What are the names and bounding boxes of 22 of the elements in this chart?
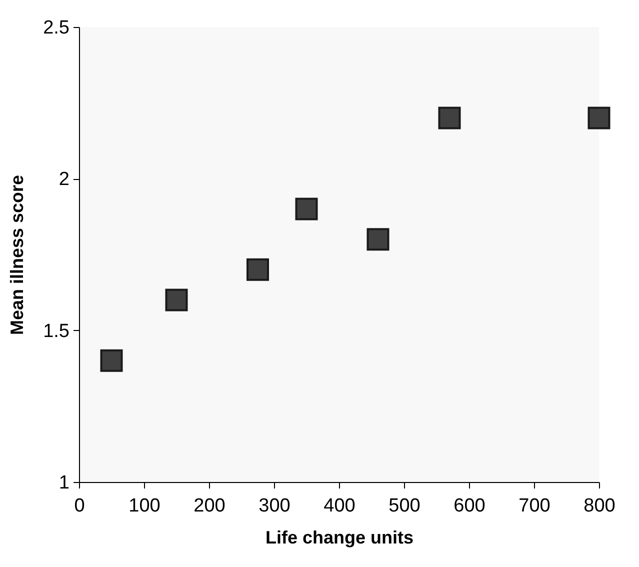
- point: [246, 258, 269, 281]
- x-tick-label: 500: [388, 496, 420, 516]
- point: [588, 106, 610, 130]
- y-tick-label: 1.5: [43, 320, 70, 342]
- x-tick-label: 400: [324, 496, 356, 516]
- x-tick-label: 100: [128, 496, 160, 516]
- x-tick-label: 300: [258, 496, 290, 516]
- x-tick-label: 200: [194, 496, 226, 516]
- x-tick-label: 0: [74, 496, 85, 516]
- point: [366, 228, 390, 251]
- y-axis-title: Mean illness score: [7, 174, 28, 336]
- x-tick-label: 800: [584, 496, 616, 516]
- x-tick-label: 600: [454, 496, 486, 516]
- point: [295, 198, 318, 220]
- x-tick-label: 700: [518, 496, 550, 516]
- x-axis-title: Life change units: [265, 528, 414, 548]
- point: [438, 106, 461, 130]
- y-tick-label: 2: [58, 169, 70, 190]
- point: [100, 349, 123, 372]
- y-tick-label: 2.5: [43, 18, 70, 38]
- y-tick-label: 1: [58, 472, 70, 494]
- point: [165, 288, 188, 312]
